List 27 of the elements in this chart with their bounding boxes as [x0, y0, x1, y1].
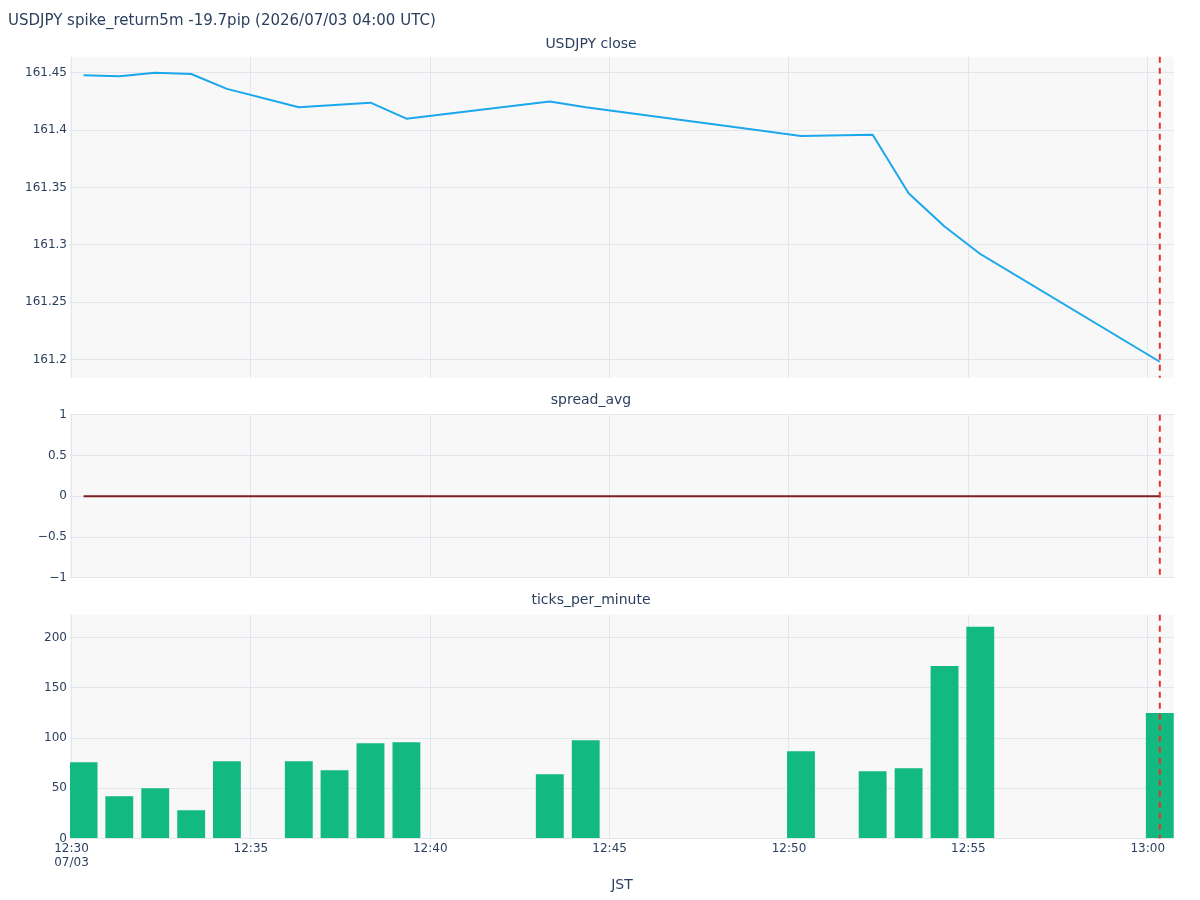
x-tick-label: 12:40	[412, 840, 448, 855]
x-tick-label: 12:30 07/03	[54, 840, 89, 870]
y-tick-label: 1	[59, 406, 67, 421]
y-tick-label: 161.3	[32, 236, 67, 251]
y-tick-label: 161.4	[32, 122, 67, 137]
x-tick-label: 12:45	[592, 840, 627, 855]
y-tick-label: 161.35	[25, 179, 67, 194]
y-tick-label: 150	[44, 680, 67, 695]
y-tick-label: 161.25	[25, 294, 67, 309]
y-tick-label: 161.45	[25, 64, 67, 79]
chart-title: ticks_per_minute	[531, 591, 651, 608]
y-tick-label: 100	[44, 730, 67, 745]
x-axis-title: JST	[610, 876, 634, 893]
y-tick-label: 0	[59, 488, 67, 503]
y-tick-label: −1	[49, 569, 67, 584]
chart-title: spread_avg	[550, 391, 632, 408]
y-tick-label: 161.2	[32, 351, 67, 366]
x-tick-label: 12:35	[233, 840, 269, 855]
y-tick-label: 50	[51, 780, 67, 795]
x-tick-label: 12:50	[771, 840, 807, 855]
x-tick-label: 12:55	[951, 840, 986, 855]
x-tick-label: 13:00	[1130, 840, 1166, 855]
chart-subtitle: USDJPY close	[545, 35, 637, 52]
y-tick-label: −0.5	[37, 529, 67, 544]
chart-title: USDJPY spike_return5m -19.7pip (2026/07/03 04:00 UTC)	[8, 10, 436, 30]
y-tick-label: 200	[44, 629, 67, 644]
y-tick-label: 0.5	[47, 447, 67, 462]
